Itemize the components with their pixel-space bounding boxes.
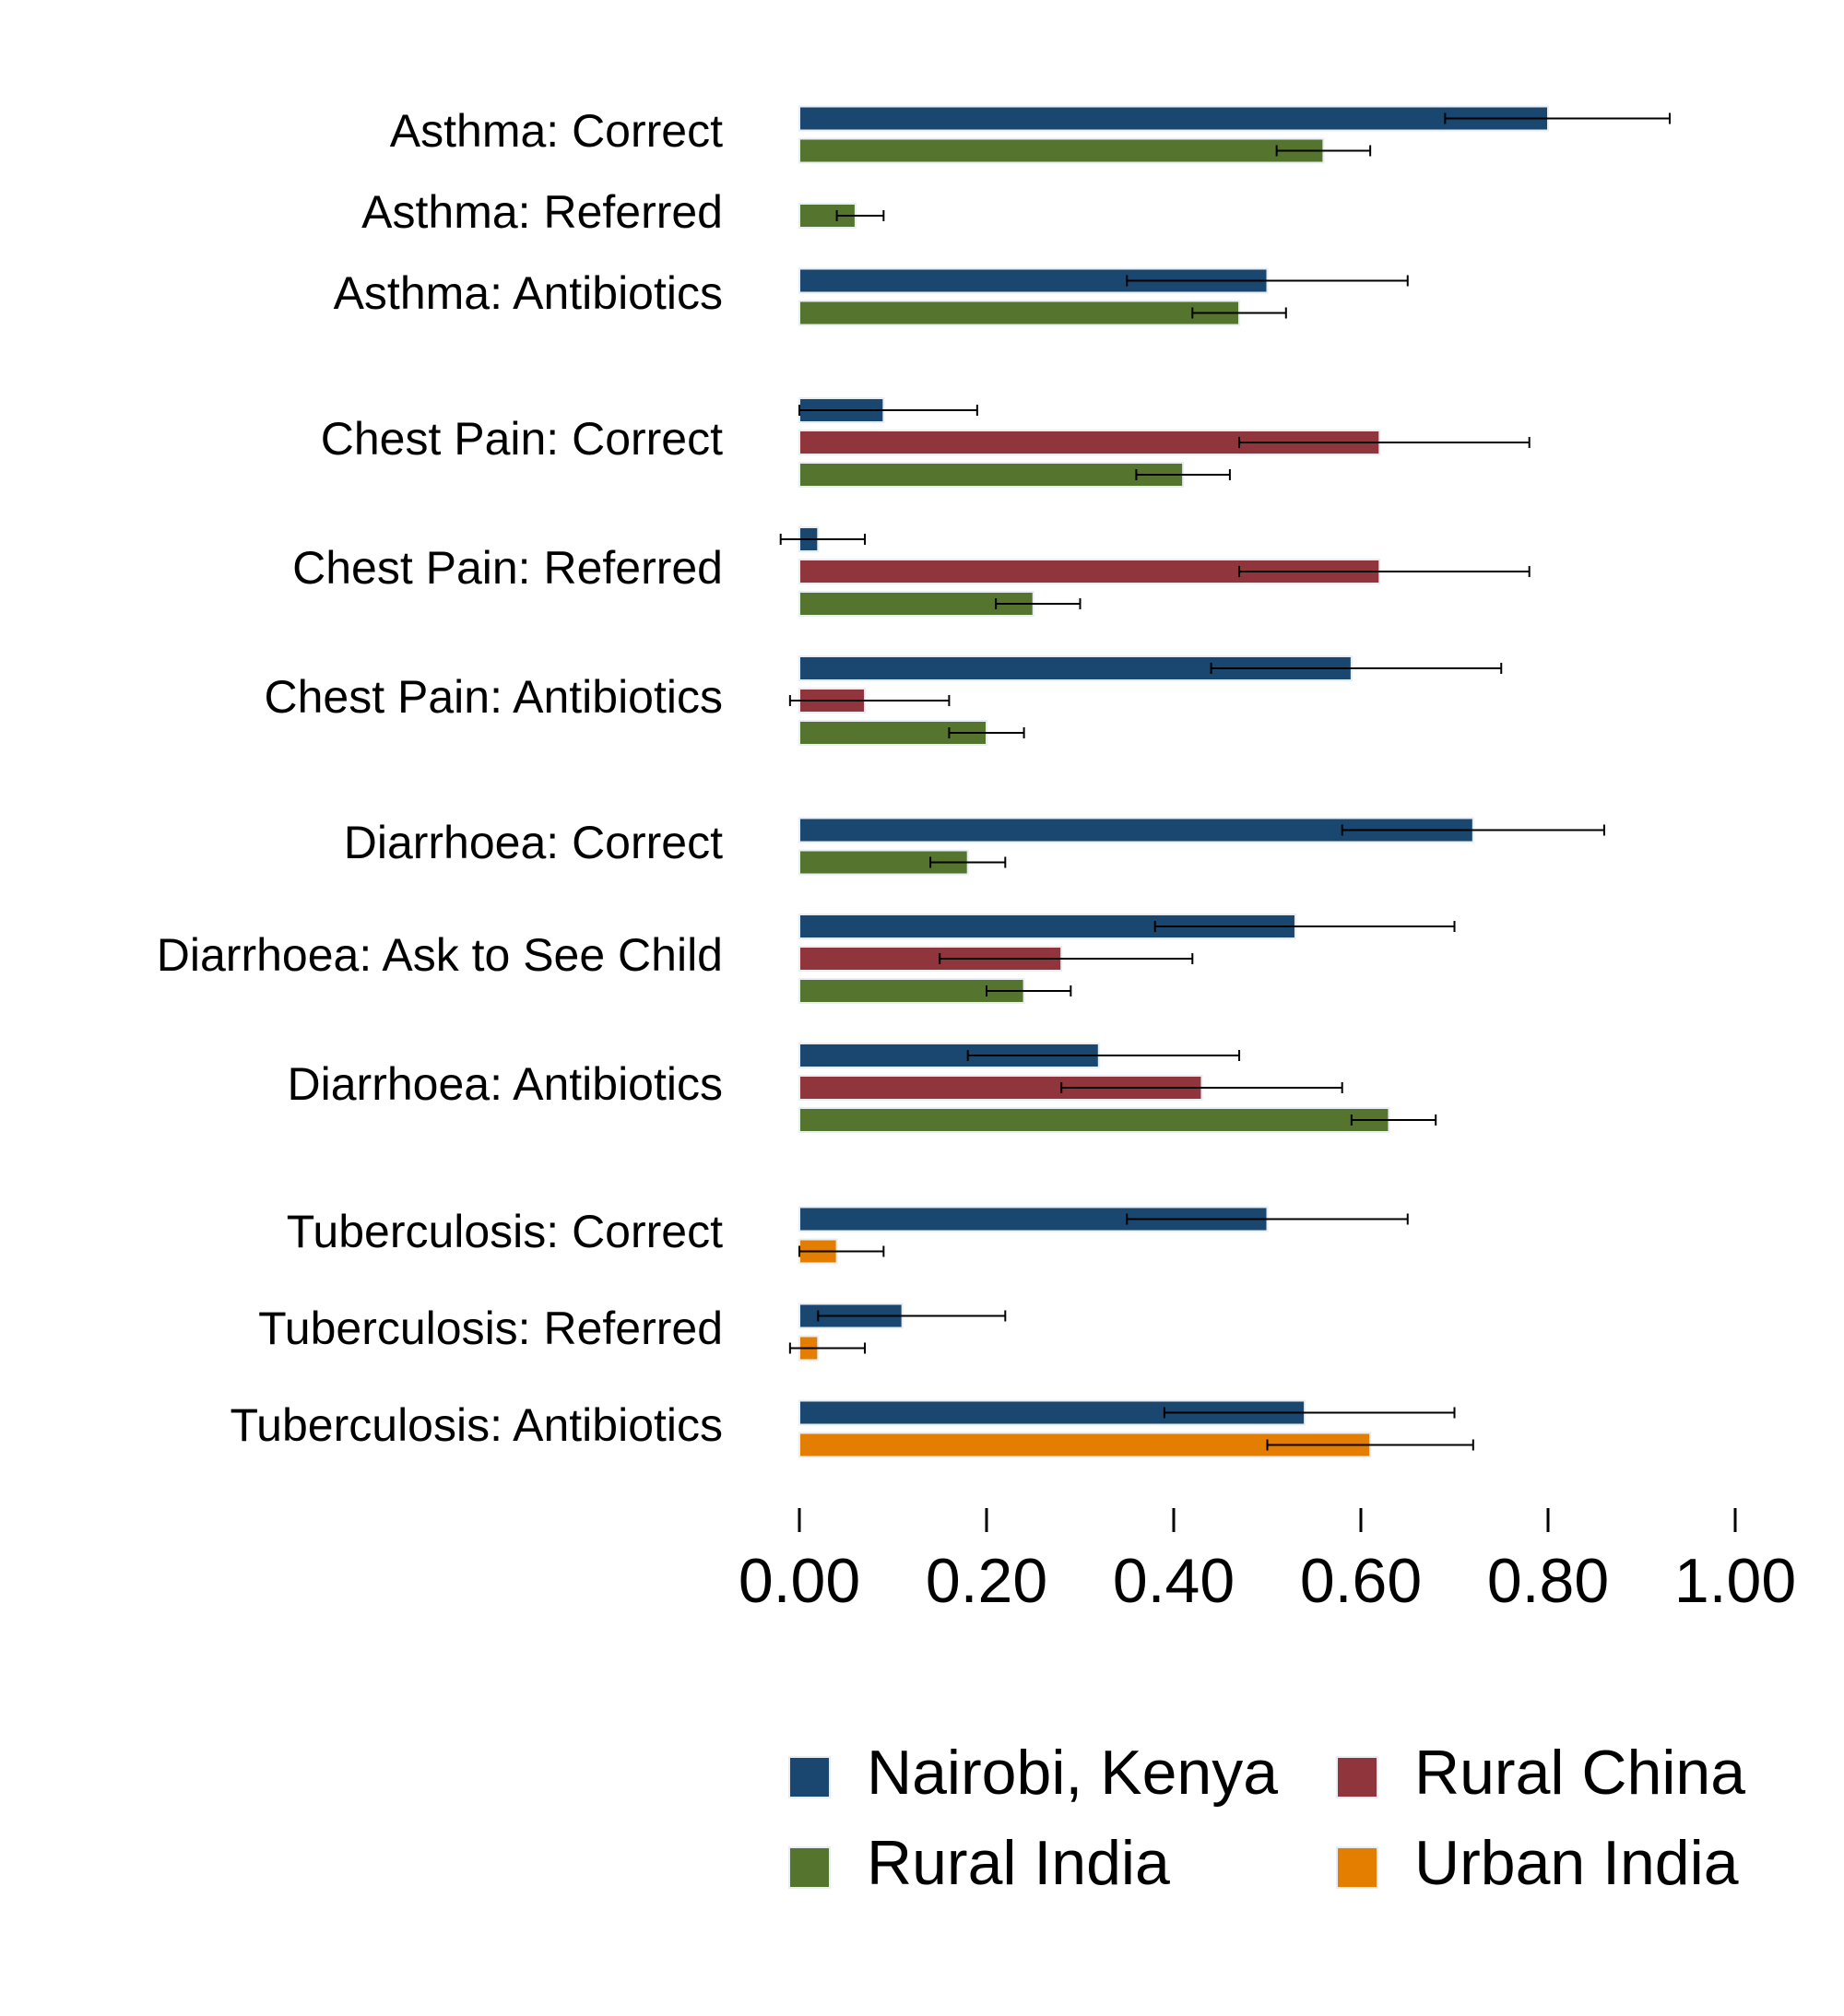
error-bar-asthma-correct-nairobi-kenya — [1444, 112, 1671, 124]
error-bar-diarrhoea-antibiotics-rural-china — [1060, 1082, 1343, 1093]
category-label-chest-pain-referred: Chest Pain: Referred — [292, 542, 723, 594]
error-bar-tuberculosis-referred-nairobi-kenya — [817, 1310, 1007, 1322]
x-tick-label-0: 0.00 — [739, 1546, 860, 1616]
error-bar-chest-pain-antibiotics-rural-china — [788, 695, 951, 706]
category-label-asthma-correct: Asthma: Correct — [390, 105, 723, 157]
category-label-tuberculosis-antibiotics: Tuberculosis: Antibiotics — [230, 1399, 724, 1451]
bar-chest-pain-referred-rural-india — [798, 591, 1034, 617]
category-label-tuberculosis-correct: Tuberculosis: Correct — [287, 1206, 723, 1257]
legend-swatch-rural-india — [788, 1846, 831, 1889]
error-bar-diarrhoea-antibiotics-rural-india — [1350, 1114, 1437, 1126]
error-bar-asthma-antibiotics-nairobi-kenya — [1126, 275, 1409, 287]
legend-swatch-urban-india — [1336, 1846, 1378, 1889]
error-bar-chest-pain-referred-nairobi-kenya — [779, 534, 867, 545]
legend-swatch-rural-china — [1336, 1756, 1378, 1798]
x-tick-label-4: 0.80 — [1487, 1546, 1609, 1616]
x-axis: 0.00 0.20 0.40 0.60 0.80 1.00 — [739, 1508, 1796, 1616]
category-label-asthma-referred: Asthma: Referred — [361, 186, 723, 238]
legend-item-urban-india: Urban India — [1336, 1828, 1739, 1898]
bar-asthma-antibiotics-rural-india — [798, 300, 1241, 326]
category-label-chest-pain-correct: Chest Pain: Correct — [321, 413, 723, 465]
category-label-diarrhoea-ask-to-see-child: Diarrhoea: Ask to See Child — [157, 929, 723, 981]
error-bar-diarrhoea-ask-to-see-child-rural-india — [986, 985, 1072, 996]
error-bar-chest-pain-correct-rural-china — [1238, 437, 1531, 448]
x-tick-label-3: 0.60 — [1300, 1546, 1422, 1616]
legend-swatch-nairobi-kenya — [788, 1756, 831, 1798]
error-bar-chest-pain-correct-nairobi-kenya — [798, 405, 978, 416]
error-bar-tuberculosis-referred-urban-india — [788, 1342, 867, 1354]
category-labels-group: Asthma: Correct Asthma: Referred Asthma: A… — [157, 105, 723, 1451]
error-bar-diarrhoea-ask-to-see-child-rural-china — [939, 953, 1194, 964]
error-bar-chest-pain-referred-rural-china — [1238, 566, 1531, 577]
error-bar-diarrhoea-correct-rural-india — [929, 856, 1007, 868]
error-bar-chest-pain-antibiotics-nairobi-kenya — [1210, 663, 1503, 674]
error-bar-chest-pain-referred-rural-india — [995, 598, 1082, 609]
category-label-tuberculosis-referred: Tuberculosis: Referred — [258, 1303, 723, 1354]
x-tick-label-2: 0.40 — [1113, 1546, 1235, 1616]
legend-label-urban-india: Urban India — [1414, 1828, 1739, 1898]
x-tick-label-5: 1.00 — [1674, 1546, 1796, 1616]
error-bar-asthma-correct-rural-india — [1275, 145, 1372, 157]
bar-asthma-referred-rural-india — [798, 203, 857, 229]
bar-chest-pain-correct-rural-india — [798, 462, 1185, 488]
category-label-diarrhoea-antibiotics: Diarrhoea: Antibiotics — [288, 1058, 723, 1110]
bar-asthma-correct-rural-india — [798, 137, 1325, 164]
legend-label-nairobi-kenya: Nairobi, Kenya — [867, 1738, 1278, 1808]
error-bar-tuberculosis-correct-urban-india — [798, 1245, 885, 1257]
legend-item-rural-china: Rural China — [1336, 1738, 1745, 1808]
error-bar-tuberculosis-antibiotics-urban-india — [1266, 1439, 1474, 1451]
category-label-diarrhoea-correct: Diarrhoea: Correct — [344, 817, 723, 868]
error-bar-asthma-antibiotics-rural-india — [1191, 307, 1287, 319]
error-bars-group — [779, 112, 1671, 1451]
legend-item-rural-india: Rural India — [788, 1828, 1170, 1898]
error-bar-diarrhoea-correct-nairobi-kenya — [1341, 824, 1605, 836]
category-label-asthma-antibiotics: Asthma: Antibiotics — [334, 267, 723, 319]
error-bar-tuberculosis-correct-nairobi-kenya — [1126, 1213, 1409, 1225]
error-bar-asthma-referred-rural-india — [835, 210, 885, 221]
error-bar-chest-pain-correct-rural-india — [1135, 469, 1231, 480]
error-bar-tuberculosis-antibiotics-nairobi-kenya — [1163, 1407, 1456, 1419]
legend-label-rural-china: Rural China — [1414, 1738, 1745, 1808]
bar-diarrhoea-antibiotics-rural-india — [798, 1107, 1390, 1133]
legend-item-nairobi-kenya: Nairobi, Kenya — [788, 1738, 1278, 1808]
legend-label-rural-india: Rural India — [867, 1828, 1170, 1898]
bar-asthma-correct-nairobi-kenya — [798, 105, 1549, 132]
legend: Nairobi, Kenya Rural China Rural India Urba… — [788, 1738, 1745, 1898]
error-bar-diarrhoea-antibiotics-nairobi-kenya — [966, 1050, 1241, 1061]
x-tick-label-1: 0.20 — [926, 1546, 1047, 1616]
category-label-chest-pain-antibiotics: Chest Pain: Antibiotics — [265, 671, 724, 723]
error-bar-chest-pain-antibiotics-rural-india — [948, 727, 1025, 738]
bar-tuberculosis-antibiotics-nairobi-kenya — [798, 1399, 1306, 1426]
error-bar-diarrhoea-ask-to-see-child-nairobi-kenya — [1153, 921, 1456, 932]
